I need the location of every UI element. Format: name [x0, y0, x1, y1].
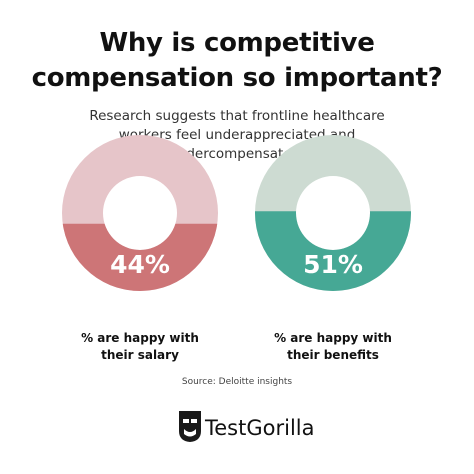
- caption: % are happy with their salary: [81, 331, 199, 362]
- percent-label: 51%: [303, 250, 363, 279]
- caption: % are happy with their benefits: [274, 331, 392, 362]
- donut-fill: [255, 211, 411, 291]
- source: Source: Deloitte insights: [181, 377, 293, 387]
- percent-label: 44%: [110, 250, 170, 279]
- donut-fill: [62, 223, 218, 291]
- brand: TestGorilla: [205, 416, 315, 440]
- subtitle: Research suggests that frontline healthc…: [89, 108, 385, 162]
- title: Why is competitive compensation so impor…: [31, 28, 443, 93]
- brand-logo: [179, 411, 201, 442]
